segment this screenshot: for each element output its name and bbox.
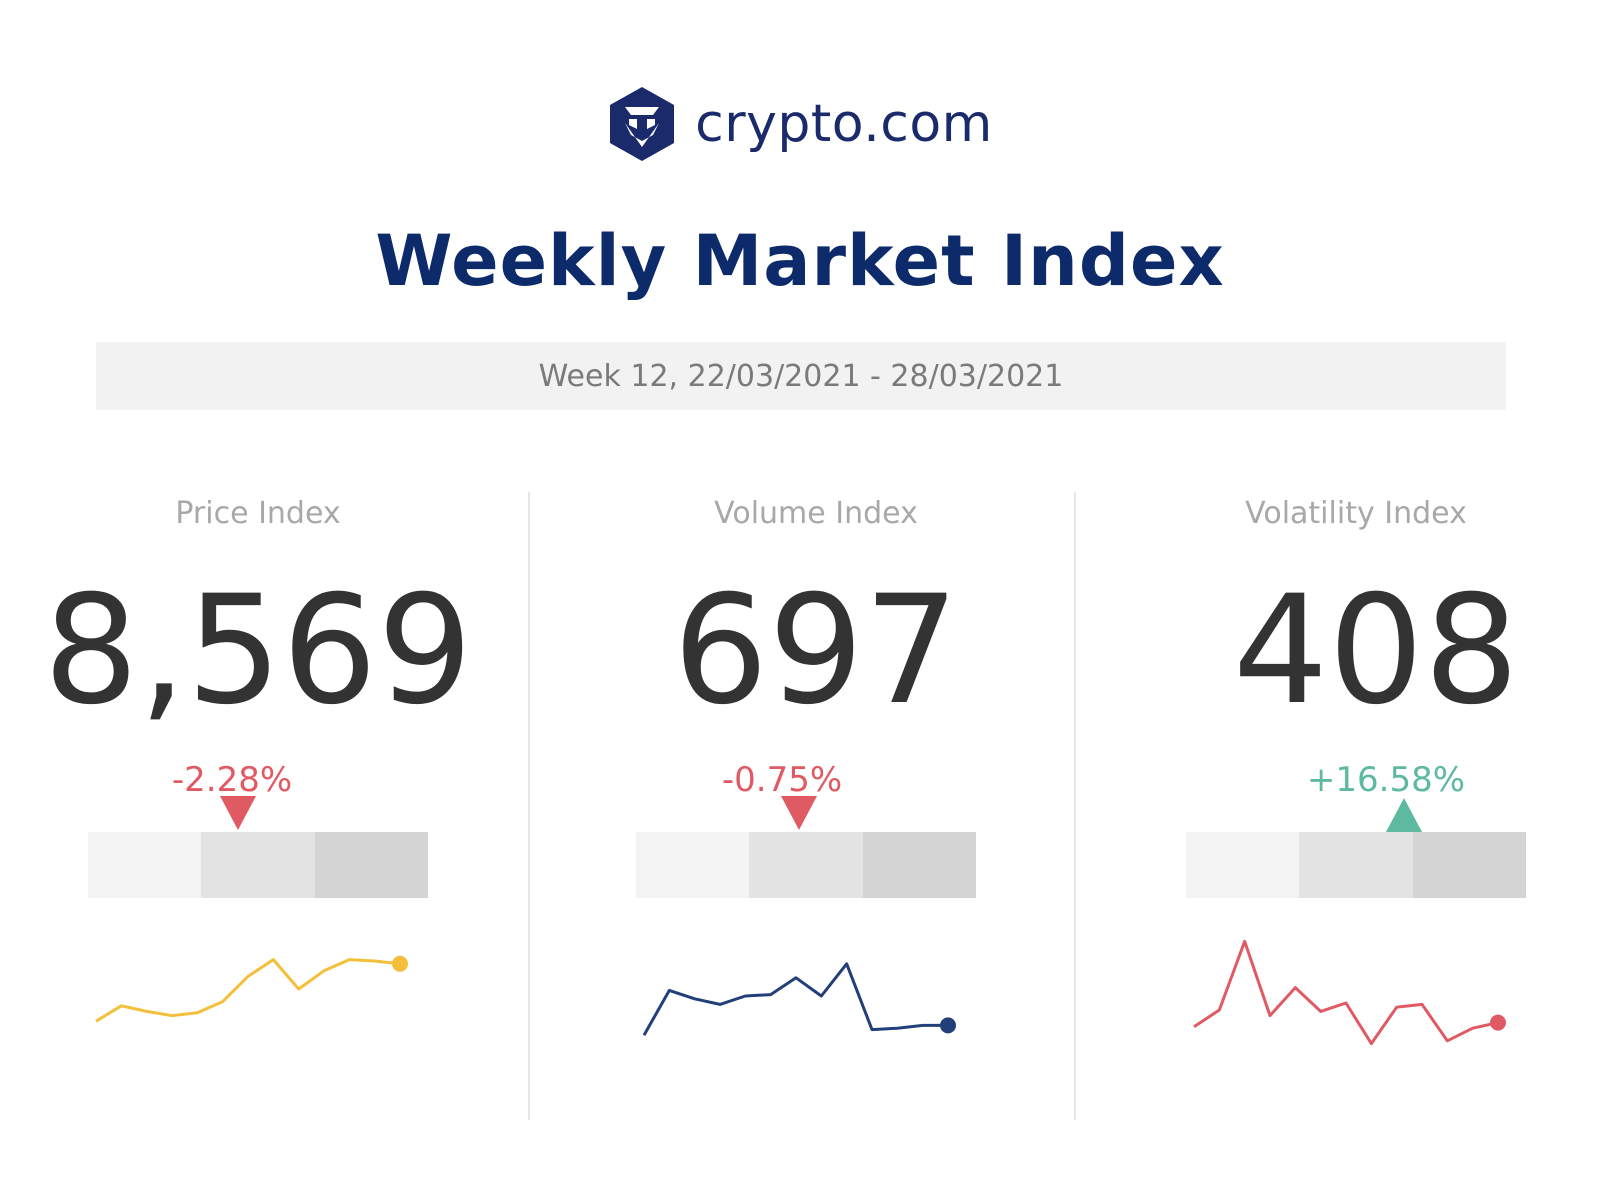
panel-divider — [1074, 492, 1076, 1120]
panel-label: Volume Index — [714, 496, 918, 531]
change-scale — [636, 832, 976, 898]
index-value: 697 — [672, 564, 960, 738]
scale-segment — [1299, 832, 1413, 898]
change-percent: +16.58% — [1306, 760, 1466, 800]
sparkline-end-point — [1490, 1014, 1506, 1031]
sparkline-series — [95, 958, 401, 1023]
scale-segment — [862, 832, 976, 898]
volume-sparkline — [642, 962, 956, 1036]
change-percent: -2.28% — [171, 760, 293, 800]
panel-divider — [528, 492, 530, 1120]
change-arrow-icon — [1385, 798, 1422, 832]
index-value: 8,569 — [43, 564, 473, 738]
scale-segment — [749, 832, 863, 898]
sparkline-end-point — [940, 1017, 956, 1034]
brand-name: crypto.com — [695, 94, 993, 154]
scale-segment — [88, 832, 202, 898]
scale-segment — [1412, 832, 1526, 898]
index-value: 408 — [1232, 564, 1520, 738]
change-percent: -0.75% — [721, 760, 843, 800]
page-title: Weekly Market Index — [375, 220, 1225, 302]
sparkline-end-point — [392, 955, 408, 972]
scale-segment — [636, 832, 750, 898]
volatility-sparkline — [1193, 939, 1506, 1046]
crypto-lion-icon — [610, 87, 675, 161]
change-scale — [88, 832, 428, 898]
change-arrow-icon — [219, 796, 256, 830]
volatility-index-panel: Volatility Index 408 +16.58% — [1086, 480, 1600, 1120]
sparkline-series — [1193, 939, 1499, 1046]
brand-logo: crypto.com — [0, 84, 1600, 164]
panel-label: Price Index — [175, 496, 341, 531]
volume-index-panel: Volume Index 697 -0.75% — [536, 480, 1076, 1120]
scale-segment — [1186, 832, 1300, 898]
sparkline-series — [642, 962, 948, 1036]
price-index-panel: Price Index 8,569 -2.28% — [0, 480, 540, 1120]
change-arrow-icon — [781, 796, 818, 830]
price-sparkline — [95, 955, 408, 1023]
scale-segment — [201, 832, 315, 898]
week-range: Week 12, 22/03/2021 - 28/03/2021 — [96, 342, 1506, 410]
change-scale — [1186, 832, 1526, 898]
panel-label: Volatility Index — [1245, 496, 1467, 531]
scale-segment — [314, 832, 428, 898]
